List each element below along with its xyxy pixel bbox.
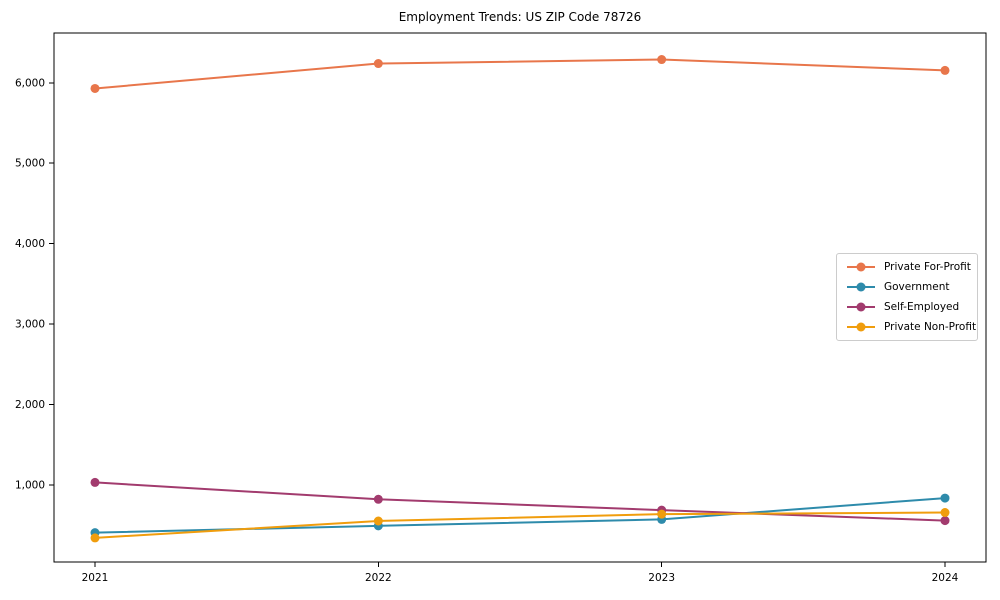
series-marker-self-employed	[940, 516, 950, 526]
series-marker-government	[940, 493, 950, 503]
series-line-private-for-profit	[94, 58, 946, 90]
y-tick-label: 2,000	[15, 399, 45, 411]
x-tick-label: 2023	[648, 572, 675, 584]
series-marker-private-for-profit	[940, 65, 950, 75]
legend-label: Government	[884, 281, 950, 293]
y-tick-label: 4,000	[15, 238, 45, 250]
y-tick-label: 5,000	[15, 158, 45, 170]
series-line-private-non-profit	[94, 511, 946, 539]
axes-border	[53, 32, 987, 563]
y-tick-label: 3,000	[15, 319, 45, 331]
legend-marker-icon	[847, 302, 875, 312]
series-marker-private-non-profit	[657, 509, 667, 519]
legend-item-government: Government	[837, 278, 977, 296]
legend-marker-icon	[847, 262, 875, 272]
legend-label: Self-Employed	[884, 301, 960, 313]
series-line-self-employed	[94, 481, 946, 522]
series-marker-private-non-profit	[373, 516, 383, 526]
series-marker-private-non-profit	[940, 508, 950, 518]
series-marker-private-non-profit	[90, 533, 100, 543]
series-marker-private-for-profit	[90, 83, 100, 93]
x-tick-label: 2024	[932, 572, 959, 584]
legend-item-private-non-profit: Private Non-Profit	[837, 318, 977, 336]
x-tick-label: 2021	[82, 572, 109, 584]
x-tick-label: 2022	[365, 572, 392, 584]
legend-item-self-employed: Self-Employed	[837, 298, 977, 316]
series-marker-self-employed	[90, 477, 100, 487]
legend-item-private-for-profit: Private For-Profit	[837, 258, 977, 276]
legend: Private For-Profit Government Self-Employe…	[836, 253, 978, 341]
legend-marker-icon	[847, 322, 875, 332]
legend-label: Private For-Profit	[884, 261, 971, 273]
y-tick-label: 6,000	[15, 77, 45, 89]
series-marker-private-for-profit	[657, 55, 667, 65]
y-tick-label: 1,000	[15, 479, 45, 491]
series-marker-self-employed	[373, 494, 383, 504]
chart-title: Employment Trends: US ZIP Code 78726	[398, 10, 642, 24]
series-marker-private-for-profit	[373, 59, 383, 69]
legend-marker-icon	[847, 282, 875, 292]
legend-label: Private Non-Profit	[884, 321, 977, 333]
